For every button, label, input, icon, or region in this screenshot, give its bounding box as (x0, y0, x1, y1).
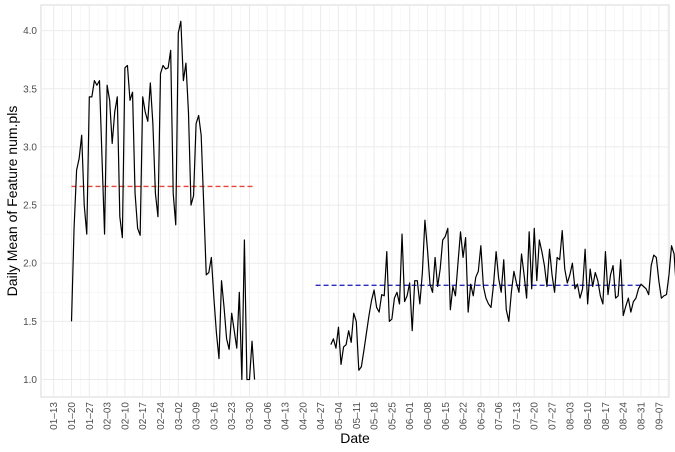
x-tick-label: 07–27 (548, 402, 559, 430)
x-tick-label: 02–24 (156, 402, 167, 430)
x-tick-label: 01–13 (49, 402, 60, 430)
series-lines (70, 20, 675, 381)
x-tick-label: 06–29 (476, 402, 487, 430)
x-tick-label: 04–20 (298, 402, 309, 430)
x-tick-label: 05–18 (370, 402, 381, 430)
y-tick-label: 3.5 (23, 84, 37, 95)
x-tick-label: 01–27 (85, 402, 96, 430)
y-tick-label: 3.0 (23, 142, 37, 153)
x-axis-tick-labels: 01–13 01–20 01–27 02–03 02–10 02–17 02–24 03–02… (49, 402, 665, 430)
x-tick-label: 05–11 (352, 402, 363, 430)
x-tick-label: 08–03 (565, 402, 576, 430)
y-tick-label: 1.5 (23, 317, 37, 328)
daily-mean-series-line-2 (330, 219, 675, 371)
x-tick-label: 02–17 (138, 402, 149, 430)
y-tick-label: 1.0 (23, 375, 37, 386)
x-tick-label: 03–16 (209, 402, 220, 430)
daily-mean-series-line-1 (70, 20, 256, 381)
x-tick-label: 04–06 (263, 402, 274, 430)
x-tick-label: 01–20 (67, 402, 78, 430)
x-tick-label: 07–06 (494, 402, 505, 430)
x-axis-title: Date (340, 430, 370, 446)
y-axis-tick-labels: 1.0 1.5 2.0 2.5 3.0 3.5 4.0 (23, 26, 37, 386)
x-tick-label: 03–09 (192, 402, 203, 430)
x-tick-label: 08–24 (619, 402, 630, 430)
x-tick-label: 07–13 (512, 402, 523, 430)
y-tick-label: 2.0 (23, 259, 37, 270)
minor-gridlines (41, 5, 669, 397)
x-tick-label: 02–10 (120, 402, 131, 430)
x-tick-label: 07–20 (530, 402, 541, 430)
x-tick-label: 06–01 (405, 402, 416, 430)
x-tick-label: 03–30 (245, 402, 256, 430)
x-tick-label: 03–02 (174, 402, 185, 430)
x-tick-label: 02–03 (103, 402, 114, 430)
major-gridlines (41, 5, 669, 397)
y-axis-title: Daily Mean of Feature num.pls (4, 106, 20, 297)
y-tick-label: 2.5 (23, 201, 37, 212)
x-tick-label: 08–17 (601, 402, 612, 430)
x-tick-label: 06–15 (441, 402, 452, 430)
y-tick-label: 4.0 (23, 26, 37, 37)
plot-panel (40, 4, 670, 398)
x-tick-label: 05–04 (334, 402, 345, 430)
x-tick-label: 04–27 (316, 402, 327, 430)
x-tick-label: 05–25 (387, 402, 398, 430)
x-tick-label: 04–13 (281, 402, 292, 430)
x-tick-label: 08–10 (583, 402, 594, 430)
x-tick-label: 09–07 (654, 402, 665, 430)
x-tick-label: 08–31 (637, 402, 648, 430)
x-tick-label: 06–22 (459, 402, 470, 430)
x-tick-label: 06–08 (423, 402, 434, 430)
x-tick-label: 03–23 (227, 402, 238, 430)
